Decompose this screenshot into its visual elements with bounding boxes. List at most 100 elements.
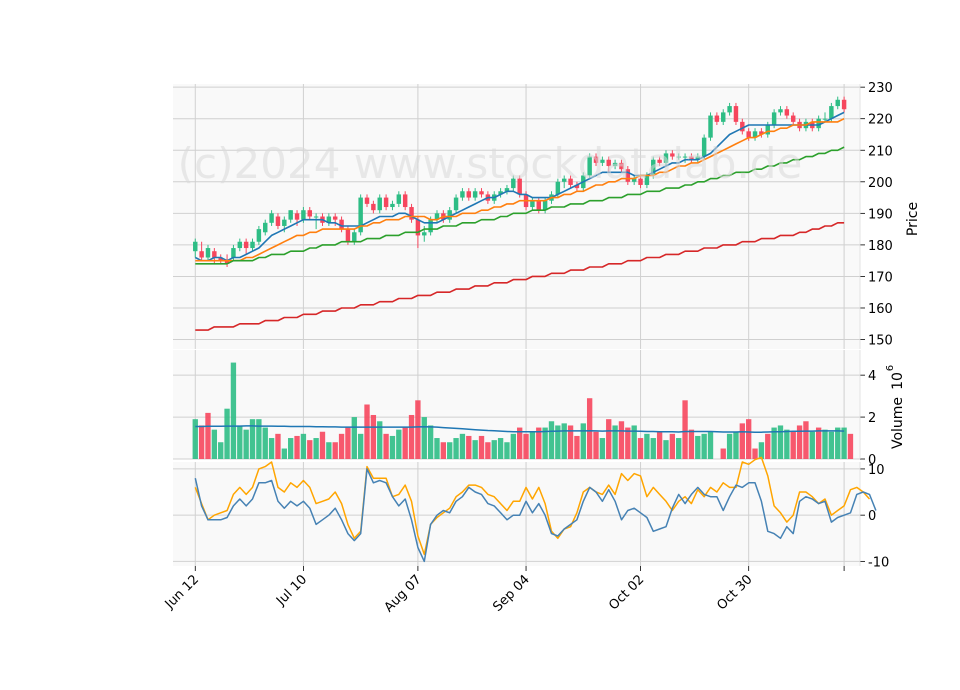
volume-bar (421, 417, 427, 459)
volume-bar (612, 425, 618, 459)
candle-up (561, 178, 567, 182)
candle-up (250, 241, 255, 249)
volume-bar (809, 431, 815, 459)
ma-line-red (195, 222, 845, 331)
volume-bar (466, 435, 472, 459)
volume-bar (268, 438, 275, 459)
volume-bar (561, 423, 567, 459)
volume-bar (427, 425, 434, 459)
volume-bar (396, 429, 402, 459)
candle-up (721, 112, 726, 122)
candle-up (663, 153, 669, 163)
volume-bar (332, 442, 338, 459)
volume-bar (835, 427, 841, 459)
volume-bar (275, 433, 281, 459)
volume-bar (192, 419, 198, 459)
volume-bar (300, 433, 307, 459)
volume-bar (548, 421, 555, 459)
volume-bar (656, 431, 663, 459)
candle-up (288, 210, 293, 220)
candle-down (466, 191, 472, 198)
candle-up (778, 109, 783, 113)
x-tick-label: Oct 02 (606, 572, 647, 613)
candle-up (682, 156, 688, 158)
candle-up (822, 118, 828, 120)
volume-bar (205, 412, 211, 459)
volume-bar (230, 362, 237, 459)
volume-bar (746, 419, 752, 459)
volume-bar (536, 427, 542, 459)
x-tick-label: Sep 04 (490, 572, 533, 615)
candle-down (364, 197, 370, 204)
volume-bar (701, 433, 707, 459)
candle-up (752, 131, 758, 138)
price-tick-label: 190 (868, 207, 893, 222)
volume-bar (758, 442, 765, 459)
volume-bar (752, 448, 758, 459)
candle-up (453, 197, 459, 211)
candle-down (243, 241, 249, 249)
price-tick-label: 180 (868, 239, 893, 254)
volume-bar (249, 419, 256, 459)
oscillator-tick-label: -10 (868, 555, 889, 570)
volume-bar (485, 442, 491, 459)
volume-bar (402, 427, 408, 459)
candle-down (670, 153, 675, 157)
candle-down (625, 169, 631, 182)
volume-bar (771, 427, 777, 459)
volume-bar (586, 398, 593, 459)
oscillator-line-orange (194, 456, 871, 556)
candle-up (816, 118, 821, 129)
candle-down (619, 162, 624, 170)
volume-axis-label: Volume (890, 397, 906, 449)
candle-up (587, 156, 592, 176)
candle-down (212, 251, 217, 258)
candle-up (205, 248, 211, 258)
candle-down (746, 131, 751, 138)
volume-bar (580, 423, 586, 459)
volume-bar (370, 414, 377, 459)
candle-up (701, 137, 707, 157)
volume-bar (281, 448, 287, 459)
candle-down (657, 159, 662, 163)
volume-bar (625, 427, 631, 459)
volume-bar (822, 429, 828, 459)
x-tick-label: Oct 30 (714, 572, 755, 613)
candle-down (218, 257, 223, 261)
volume-bar (828, 431, 835, 459)
candle-up (600, 159, 605, 163)
ma-line-blue (194, 111, 845, 262)
candle-down (517, 178, 522, 195)
candle-up (396, 194, 402, 204)
ma-line-orange (195, 117, 845, 262)
candle-down (593, 156, 599, 163)
volume-bar (574, 435, 580, 459)
oscillator-background (173, 462, 860, 566)
volume-bar (389, 435, 396, 459)
volume-bar (415, 400, 421, 459)
candle-up (390, 203, 395, 208)
volume-bar (517, 427, 523, 459)
candle-up (472, 191, 478, 198)
candle-down (371, 203, 376, 211)
volume-bar (555, 425, 561, 459)
volume-bar (606, 419, 612, 459)
oscillator-panel: -10 0 10 (173, 456, 889, 570)
candle-up (631, 178, 637, 182)
candle-down (339, 219, 344, 230)
volume-bar (523, 433, 529, 459)
candle-up (352, 232, 357, 242)
price-tick-label: 210 (868, 144, 893, 159)
candle-up (282, 219, 287, 226)
volume-bar (599, 438, 606, 459)
oscillator-tick-label: 10 (868, 463, 885, 478)
volume-bar (345, 427, 351, 459)
volume-bar (211, 429, 218, 459)
volume-bar (631, 425, 637, 459)
oscillator-tick-label: 0 (868, 509, 876, 524)
candle-down (740, 121, 745, 132)
volume-bar (815, 427, 822, 459)
volume-bar (434, 438, 440, 459)
volume-bar (593, 431, 599, 459)
volume-bar (790, 431, 796, 459)
